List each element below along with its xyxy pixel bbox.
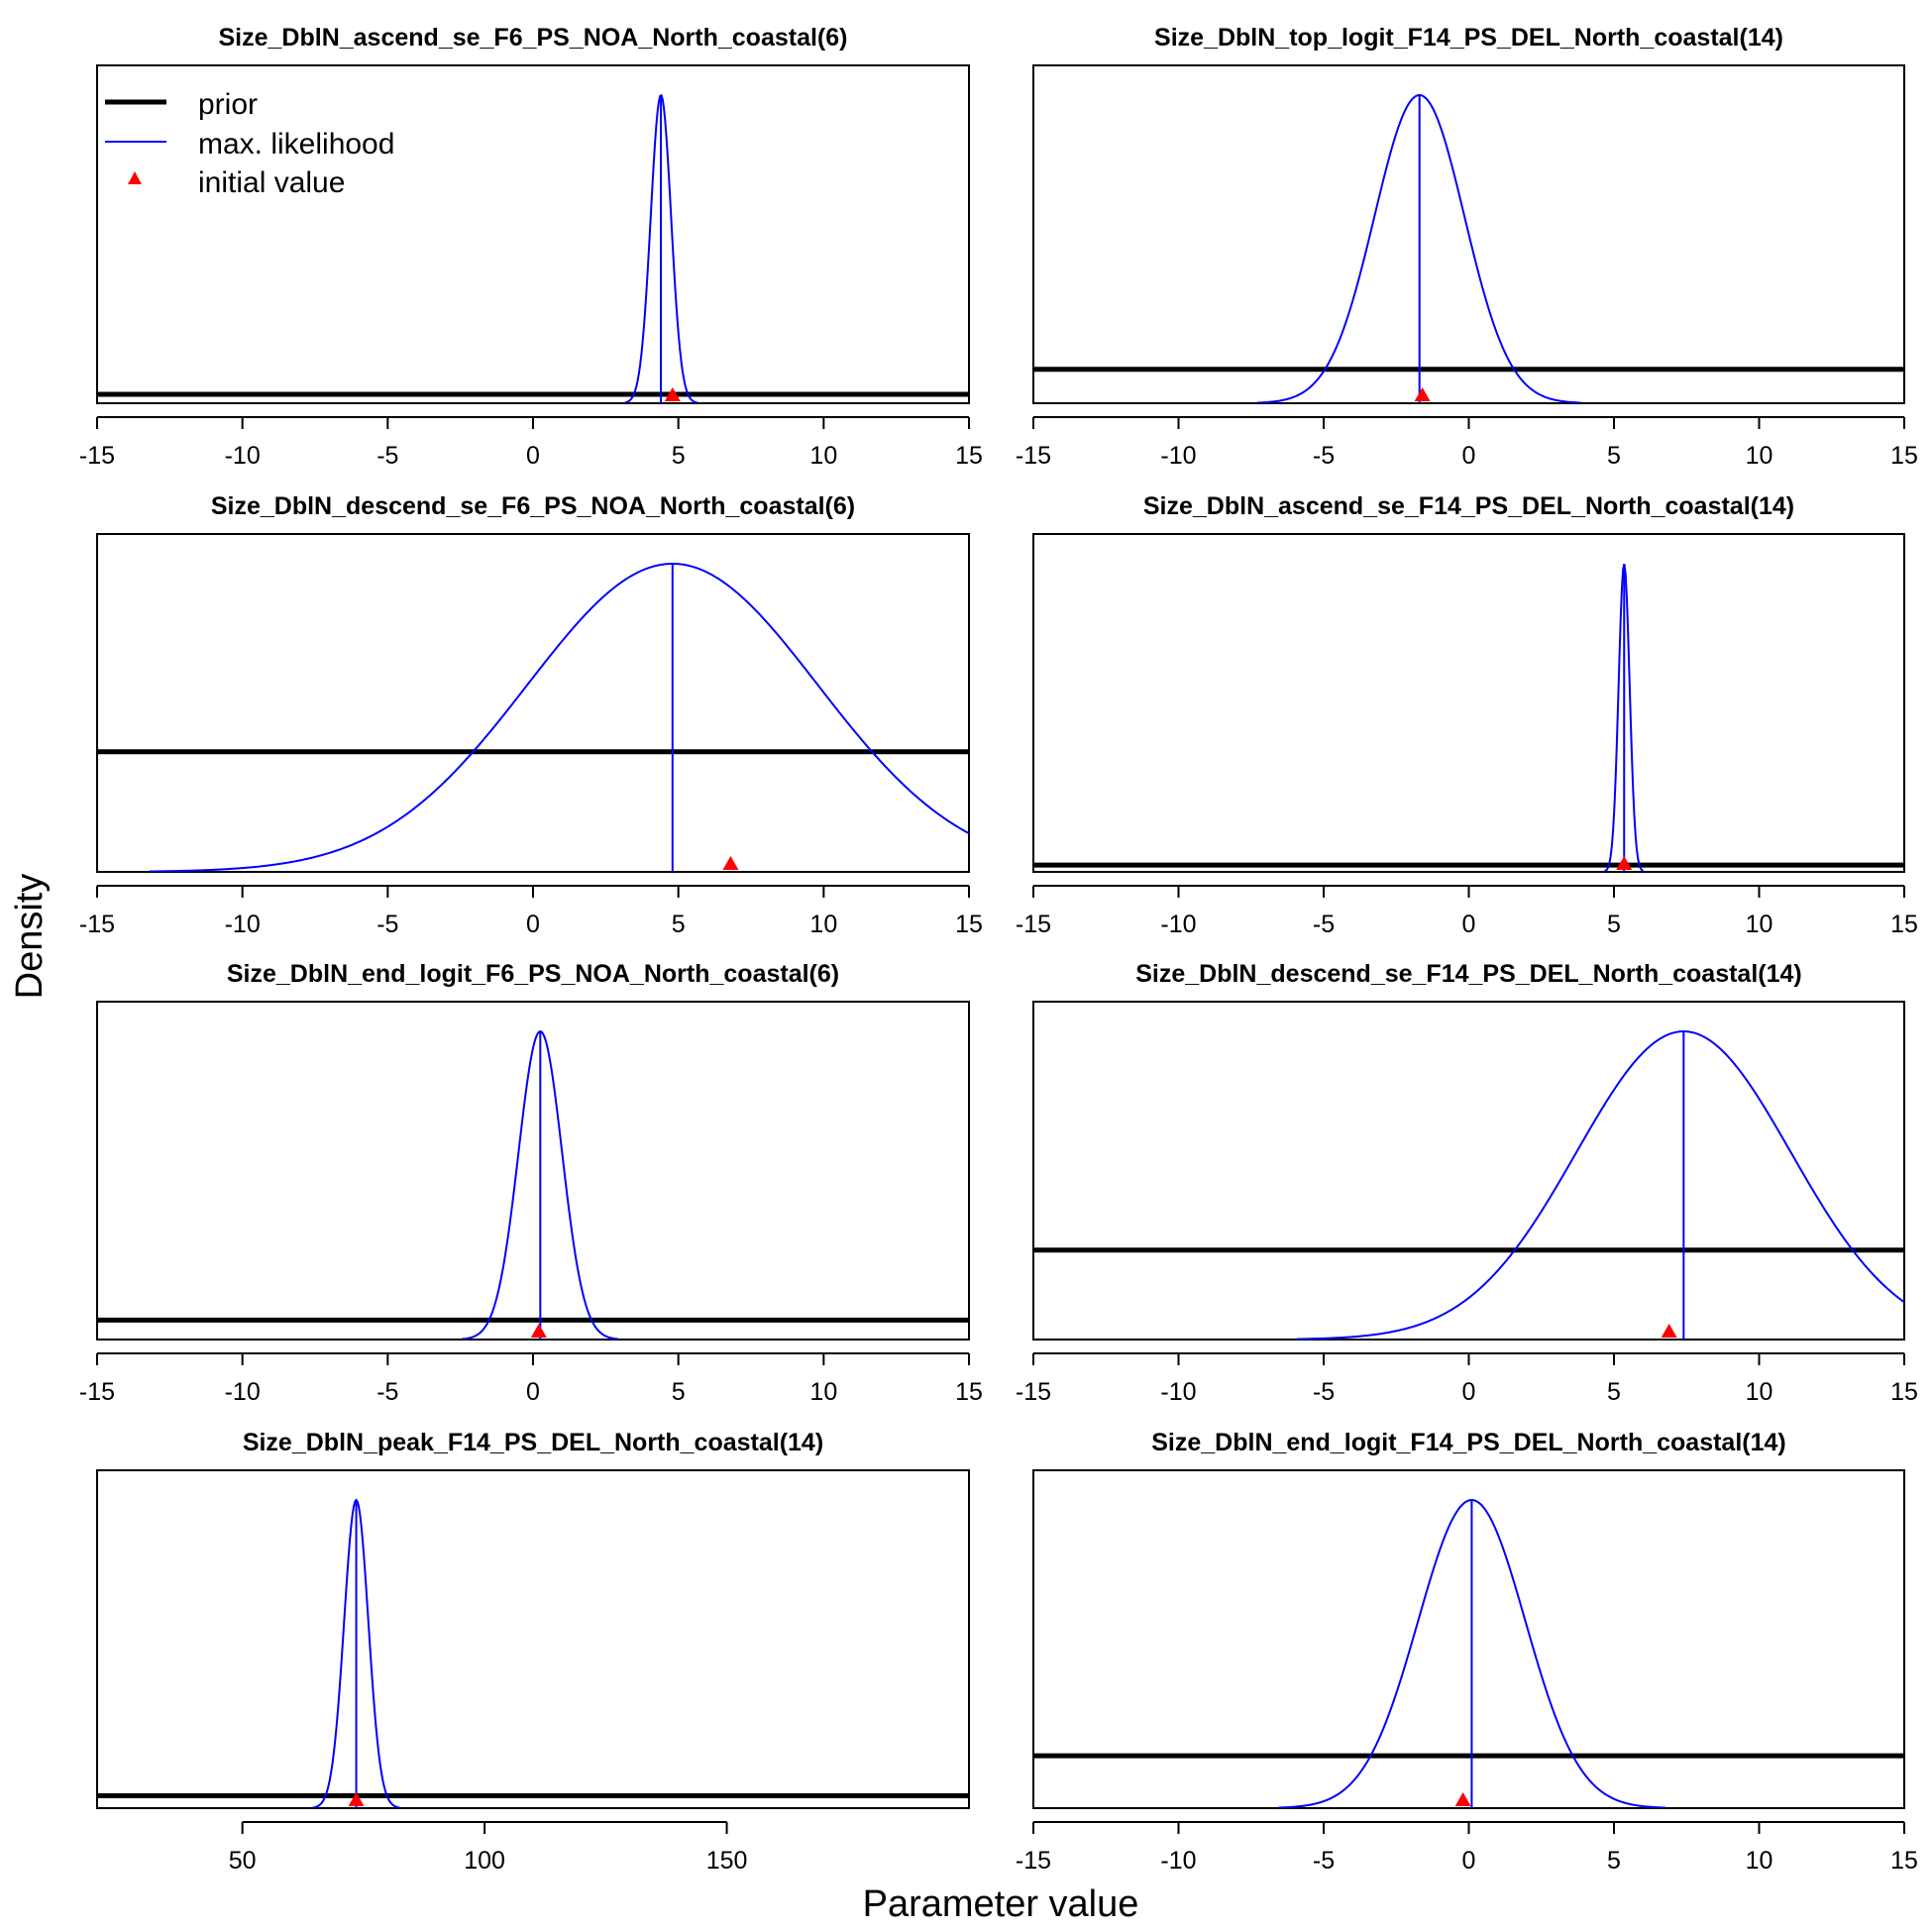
x-tick-label: -10 bbox=[1160, 1378, 1196, 1406]
x-tick-label: 5 bbox=[1607, 1847, 1621, 1875]
x-tick-label: -5 bbox=[1313, 1847, 1335, 1875]
x-tick-label: -10 bbox=[225, 442, 261, 470]
x-tick-label: 0 bbox=[1462, 1847, 1476, 1875]
panel-title: Size_DblN_descend_se_F14_PS_DEL_North_co… bbox=[1135, 960, 1802, 988]
panel-2: Size_DblN_top_logit_F14_PS_DEL_North_coa… bbox=[1016, 24, 1918, 470]
panel-title: Size_DblN_ascend_se_F6_PS_NOA_North_coas… bbox=[219, 24, 848, 52]
panel-title: Size_DblN_top_logit_F14_PS_DEL_North_coa… bbox=[1154, 24, 1783, 52]
initial-value-marker bbox=[722, 856, 738, 870]
panel-4: Size_DblN_ascend_se_F14_PS_DEL_North_coa… bbox=[1016, 492, 1918, 938]
legend: prior max. likelihood initial value bbox=[105, 88, 394, 199]
x-tick-label: -15 bbox=[1016, 442, 1051, 470]
x-tick-label: 10 bbox=[1746, 442, 1773, 470]
x-tick-label: -5 bbox=[1313, 1378, 1335, 1406]
x-tick-label: 5 bbox=[1607, 442, 1621, 470]
x-tick-label: 5 bbox=[672, 911, 686, 938]
x-tick-label: -5 bbox=[376, 442, 398, 470]
panel-5: Size_DblN_end_logit_F6_PS_NOA_North_coas… bbox=[79, 960, 983, 1406]
x-tick-label: 15 bbox=[955, 1378, 983, 1406]
x-tick-label: 10 bbox=[1746, 911, 1773, 938]
x-tick-label: 0 bbox=[1462, 1378, 1476, 1406]
plot-frame bbox=[1033, 534, 1904, 872]
y-axis-title: Density bbox=[9, 874, 51, 1000]
panel-3: Size_DblN_descend_se_F6_PS_NOA_North_coa… bbox=[79, 492, 983, 938]
panel-8: Size_DblN_end_logit_F14_PS_DEL_North_coa… bbox=[1016, 1429, 1918, 1875]
mle-curve bbox=[1297, 1031, 1904, 1340]
x-tick-label: -15 bbox=[1016, 1847, 1051, 1875]
plot-frame bbox=[1033, 1002, 1904, 1340]
x-tick-label: 0 bbox=[526, 1378, 540, 1406]
panel-title: Size_DblN_ascend_se_F14_PS_DEL_North_coa… bbox=[1143, 492, 1794, 520]
x-tick-label: -15 bbox=[79, 442, 115, 470]
panel-6: Size_DblN_descend_se_F14_PS_DEL_North_co… bbox=[1016, 960, 1918, 1406]
panel-title: Size_DblN_end_logit_F14_PS_DEL_North_coa… bbox=[1151, 1429, 1785, 1456]
x-tick-label: -10 bbox=[225, 1378, 261, 1406]
x-tick-label: 10 bbox=[809, 1378, 837, 1406]
figure: Density Parameter value Size_DblN_ascend… bbox=[0, 0, 1932, 1932]
x-tick-label: 15 bbox=[955, 911, 983, 938]
x-tick-label: 0 bbox=[1462, 911, 1476, 938]
initial-value-marker bbox=[1455, 1792, 1471, 1806]
legend-initial-swatch bbox=[128, 171, 142, 184]
plot-frame bbox=[97, 534, 969, 872]
x-tick-label: -10 bbox=[1160, 442, 1196, 470]
x-tick-label: 100 bbox=[464, 1847, 505, 1875]
x-tick-label: 0 bbox=[526, 442, 540, 470]
x-tick-label: 5 bbox=[1607, 911, 1621, 938]
initial-value-marker bbox=[1415, 387, 1431, 401]
panel-1: Size_DblN_ascend_se_F6_PS_NOA_North_coas… bbox=[79, 24, 983, 470]
x-tick-label: 5 bbox=[672, 442, 686, 470]
panel-title: Size_DblN_descend_se_F6_PS_NOA_North_coa… bbox=[211, 492, 855, 520]
panel-title: Size_DblN_end_logit_F6_PS_NOA_North_coas… bbox=[227, 960, 839, 988]
x-axis-title: Parameter value bbox=[863, 1883, 1139, 1925]
x-tick-label: 15 bbox=[1890, 1847, 1918, 1875]
x-tick-label: 10 bbox=[809, 442, 837, 470]
legend-label: initial value bbox=[198, 166, 345, 199]
x-tick-label: 0 bbox=[526, 911, 540, 938]
x-tick-label: -5 bbox=[376, 1378, 398, 1406]
x-tick-label: 10 bbox=[809, 911, 837, 938]
x-tick-label: 15 bbox=[1890, 1378, 1918, 1406]
legend-label: max. likelihood bbox=[198, 128, 394, 161]
panel-7: Size_DblN_peak_F14_PS_DEL_North_coastal(… bbox=[97, 1429, 969, 1875]
x-tick-label: -15 bbox=[1016, 911, 1051, 938]
x-tick-label: -15 bbox=[79, 1378, 115, 1406]
x-tick-label: 10 bbox=[1746, 1378, 1773, 1406]
panels: Size_DblN_ascend_se_F6_PS_NOA_North_coas… bbox=[79, 24, 1918, 1875]
x-tick-label: -5 bbox=[376, 911, 398, 938]
x-tick-label: 15 bbox=[955, 442, 983, 470]
x-tick-label: -15 bbox=[79, 911, 115, 938]
x-tick-label: 5 bbox=[672, 1378, 686, 1406]
x-tick-label: -5 bbox=[1313, 442, 1335, 470]
legend-label: prior bbox=[198, 88, 258, 121]
x-tick-label: -10 bbox=[225, 911, 261, 938]
x-tick-label: 5 bbox=[1607, 1378, 1621, 1406]
x-tick-label: -10 bbox=[1160, 1847, 1196, 1875]
initial-value-marker bbox=[531, 1324, 547, 1338]
x-tick-label: 150 bbox=[706, 1847, 748, 1875]
plot-frame bbox=[97, 1470, 969, 1808]
x-tick-label: -5 bbox=[1313, 911, 1335, 938]
mle-curve bbox=[150, 564, 969, 872]
x-tick-label: 50 bbox=[229, 1847, 257, 1875]
x-tick-label: 0 bbox=[1462, 442, 1476, 470]
x-tick-label: 15 bbox=[1890, 442, 1918, 470]
initial-value-marker bbox=[1662, 1324, 1677, 1338]
x-tick-label: 10 bbox=[1746, 1847, 1773, 1875]
panel-title: Size_DblN_peak_F14_PS_DEL_North_coastal(… bbox=[243, 1429, 823, 1456]
x-tick-label: 15 bbox=[1890, 911, 1918, 938]
x-tick-label: -10 bbox=[1160, 911, 1196, 938]
x-tick-label: -15 bbox=[1016, 1378, 1051, 1406]
